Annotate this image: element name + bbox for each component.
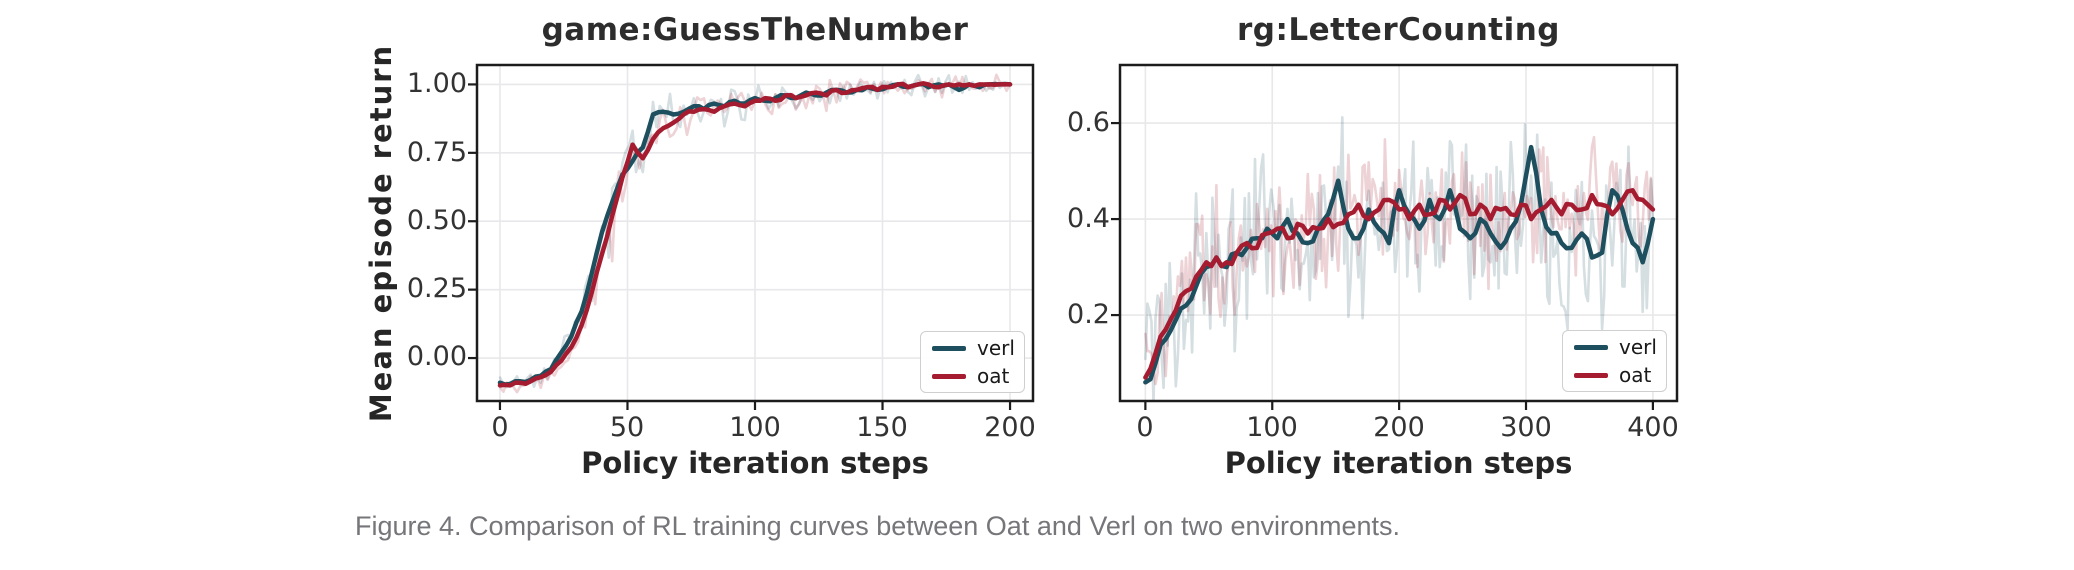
x-tick-left-150: 150 [856, 412, 908, 443]
x-tick-right-100: 100 [1246, 412, 1298, 443]
y-tick-left-0.00: 0.00 [406, 341, 467, 372]
legend-label-verl: verl [977, 336, 1015, 360]
x-tick-left-100: 100 [729, 412, 781, 443]
y-tick-right-0.2: 0.2 [1067, 299, 1110, 330]
legend-item-verl: verl [1574, 335, 1657, 359]
x-axis-label-right: Policy iteration steps [1224, 446, 1573, 480]
y-tick-left-0.25: 0.25 [406, 273, 467, 304]
y-tick-left-1.00: 1.00 [406, 68, 467, 99]
x-tick-right-0: 0 [1136, 412, 1154, 443]
legend-label-oat: oat [977, 364, 1010, 388]
figure-caption: Figure 4. Comparison of RL training curv… [355, 511, 1401, 541]
x-tick-left-0: 0 [491, 412, 509, 443]
legend-left: verl oat [920, 331, 1025, 393]
y-tick-right-0.4: 0.4 [1067, 203, 1110, 234]
verl-line-swatch [1574, 344, 1608, 350]
legend-label-verl: verl [1619, 335, 1657, 359]
charts-canvas [468, 63, 1679, 410]
oat-line-swatch [932, 373, 966, 379]
y-tick-right-0.6: 0.6 [1067, 107, 1110, 138]
x-tick-right-400: 400 [1627, 412, 1679, 443]
legend-label-oat: oat [1619, 363, 1652, 387]
legend-item-oat: oat [932, 365, 1013, 387]
legend-item-verl: verl [932, 336, 1015, 360]
legend-item-oat: oat [1574, 364, 1655, 386]
x-tick-left-50: 50 [609, 412, 645, 443]
chart-title-guessthenumber: game:GuessTheNumber [541, 12, 969, 48]
x-tick-left-200: 200 [984, 412, 1036, 443]
oat-line-swatch [1574, 372, 1608, 378]
x-tick-right-200: 200 [1373, 412, 1425, 443]
x-tick-right-300: 300 [1500, 412, 1552, 443]
legend-right: verl oat [1562, 330, 1667, 392]
y-tick-left-0.75: 0.75 [406, 137, 467, 168]
chart-title-lettercounting: rg:LetterCounting [1237, 12, 1560, 48]
verl-line-swatch [932, 345, 966, 351]
y-tick-left-0.50: 0.50 [406, 205, 467, 236]
x-axis-label-left: Policy iteration steps [581, 446, 929, 480]
